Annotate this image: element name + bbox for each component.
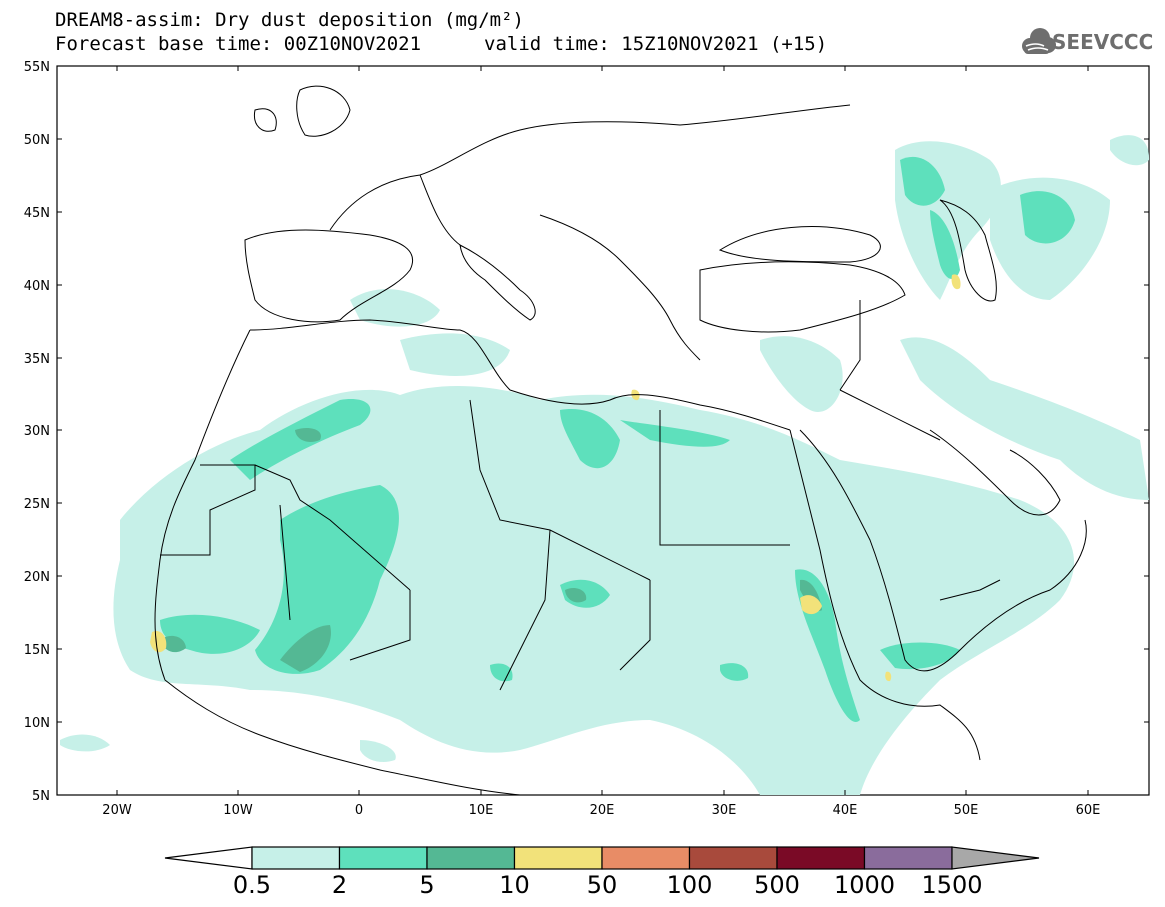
lon-label: 30E [712, 803, 737, 818]
colorbar-label: 1000 [834, 871, 895, 899]
colorbar-swatch [601, 846, 691, 870]
forecast-base-time: Forecast base time: 00Z10NOV2021 [55, 33, 422, 55]
logo-text: SEEVCCC [1052, 30, 1154, 54]
lat-label: 50N [24, 133, 50, 148]
lat-label: 45N [24, 206, 50, 221]
lon-label: 40E [833, 803, 858, 818]
lat-label: 10N [24, 716, 50, 731]
lon-label: 10E [469, 803, 494, 818]
colorbar-over-arrow [951, 846, 1040, 870]
lat-label: 5N [32, 789, 50, 804]
latitude-labels: 55N 50N 45N 40N 35N 30N 25N 20N 15N 10N … [24, 60, 50, 804]
colorbar [164, 846, 1040, 870]
lat-label: 55N [24, 60, 50, 75]
lat-label: 30N [24, 424, 50, 439]
colorbar-swatch [251, 846, 341, 870]
lat-label: 35N [24, 352, 50, 367]
coastlines [154, 85, 1087, 796]
colorbar-swatch [338, 846, 428, 870]
colorbar-under-arrow [164, 846, 253, 870]
lat-label: 40N [24, 279, 50, 294]
lat-label: 15N [24, 643, 50, 658]
colorbar-swatch [426, 846, 516, 870]
valid-time: valid time: 15Z10NOV2021 (+15) [484, 33, 828, 55]
lat-label: 20N [24, 570, 50, 585]
dust-shading [60, 135, 1150, 795]
colorbar-label: 10 [499, 871, 530, 899]
colorbar-label: 500 [754, 871, 800, 899]
colorbar-label: 0.5 [233, 871, 271, 899]
lat-label: 25N [24, 497, 50, 512]
lon-label: 60E [1076, 803, 1101, 818]
axis-ticks [57, 65, 1149, 796]
colorbar-label: 50 [587, 871, 618, 899]
map-title: DREAM8-assim: Dry dust deposition (mg/m²… [55, 9, 524, 31]
colorbar-label: 2 [332, 871, 347, 899]
colorbar-swatch [776, 846, 866, 870]
cloud-icon [1022, 28, 1056, 54]
colorbar-label: 1500 [921, 871, 982, 899]
colorbar-label: 100 [667, 871, 713, 899]
colorbar-swatch [863, 846, 953, 870]
lon-label: 20W [102, 803, 132, 818]
colorbar-swatch [513, 846, 603, 870]
colorbar-label: 5 [419, 871, 434, 899]
colorbar-labels: 0.5 2 5 10 50 100 500 1000 1500 [233, 871, 983, 899]
lon-label: 20E [590, 803, 615, 818]
lon-label: 10W [223, 803, 253, 818]
lon-label: 0 [355, 803, 363, 818]
lon-label: 50E [954, 803, 979, 818]
longitude-labels: 20W 10W 0 10E 20E 30E 40E 50E 60E [102, 803, 1100, 818]
colorbar-swatch [688, 846, 778, 870]
